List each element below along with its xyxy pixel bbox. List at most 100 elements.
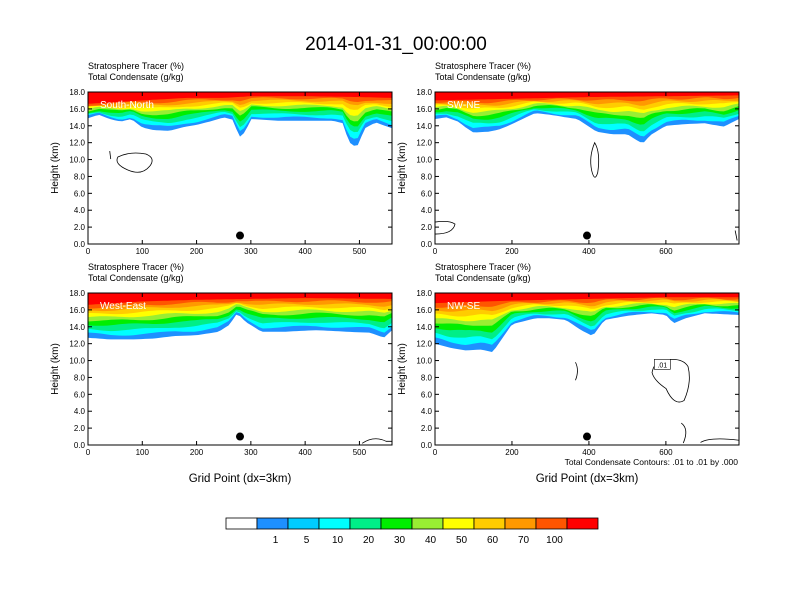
y-tick-label: 2.0 (74, 424, 86, 433)
colorbar-swatch (535, 517, 568, 530)
y-tick-label: 14.0 (416, 122, 432, 131)
y-tick-label: 0.0 (421, 240, 433, 249)
y-tick-label: 18.0 (69, 289, 85, 298)
y-tick-label: 10.0 (416, 357, 432, 366)
panel-header-tracer: Stratosphere Tracer (%) (435, 61, 531, 71)
y-tick-label: 14.0 (69, 122, 85, 131)
cloud-contour (361, 438, 392, 444)
panels: 0.0 2.0 4.0 6.0 8.0 10.0 12.0 14.0 16.0 18.0 0 100 2… (50, 61, 740, 457)
y-tick-label: 6.0 (421, 390, 433, 399)
x-tick-label: 0 (433, 247, 438, 256)
panel-1: 0.0 2.0 4.0 6.0 8.0 10.0 12.0 14.0 16.0 18.0 0 100 2… (50, 61, 393, 256)
colorbar-swatch (473, 517, 506, 530)
colorbar-swatch (442, 517, 475, 530)
cloud-contour (651, 359, 690, 403)
y-tick-label: 10.0 (69, 357, 85, 366)
y-tick-label: 16.0 (416, 306, 432, 315)
y-tick-label: 8.0 (421, 172, 433, 181)
cloud-contour (116, 152, 153, 173)
colorbar-label: 50 (456, 535, 468, 546)
colorbar-swatch (380, 517, 413, 530)
y-axis-label: Height (km) (50, 343, 61, 395)
colorbar-label: 20 (363, 535, 375, 546)
y-tick-label: 6.0 (421, 189, 433, 198)
panel-header-condensate: Total Condensate (g/kg) (435, 72, 531, 82)
cloud-contour (700, 438, 739, 443)
plot-frame (434, 91, 740, 245)
tracer-band-9 (435, 92, 739, 101)
y-tick-label: 18.0 (69, 88, 85, 97)
y-tick-label: 14.0 (69, 323, 85, 332)
y-tick-label: 0.0 (421, 441, 433, 450)
y-tick-label: 10.0 (416, 156, 432, 165)
colorbar-swatch (504, 517, 537, 530)
colorbar-swatch (566, 517, 599, 530)
colorbar-label: 60 (487, 535, 499, 546)
y-tick-label: 10.0 (69, 156, 85, 165)
x-tick-label: 400 (582, 247, 596, 256)
y-tick-label: 4.0 (421, 407, 433, 416)
x-tick-label: 100 (136, 247, 150, 256)
x-tick-label: 600 (659, 448, 673, 457)
tracer-field (435, 92, 739, 244)
tracer-band-9 (88, 92, 392, 104)
tracer-field (88, 92, 392, 244)
plot-frame (87, 91, 393, 245)
x-tick-label: 600 (659, 247, 673, 256)
contour-label: .01 (657, 362, 667, 369)
station-marker (236, 432, 244, 441)
colorbar-label: 100 (546, 535, 563, 546)
x-tick-label: 400 (582, 448, 596, 457)
panel-header-condensate: Total Condensate (g/kg) (435, 273, 531, 283)
tracer-band-9 (88, 293, 392, 305)
y-tick-label: 8.0 (74, 172, 86, 181)
y-tick-label: 12.0 (69, 340, 85, 349)
y-tick-label: 12.0 (69, 139, 85, 148)
station-marker (583, 432, 591, 441)
y-tick-label: 8.0 (74, 373, 86, 382)
x-tick-label: 0 (433, 448, 438, 457)
x-tick-label: 200 (505, 247, 519, 256)
y-tick-label: 8.0 (421, 373, 433, 382)
station-marker (236, 231, 244, 240)
panel-2: 0.0 2.0 4.0 6.0 8.0 10.0 12.0 14.0 16.0 18.0 0 200 4… (397, 61, 740, 256)
y-tick-label: 2.0 (74, 223, 86, 232)
x-tick-label: 200 (505, 448, 519, 457)
x-tick-label: 500 (353, 448, 367, 457)
contour-label-box (654, 359, 671, 370)
y-axis-label: Height (km) (397, 142, 408, 194)
x-tick-label: 500 (353, 247, 367, 256)
colorbar-swatch (287, 517, 320, 530)
y-tick-label: 18.0 (416, 88, 432, 97)
x-tick-label: 100 (136, 448, 150, 457)
cloud-contour (575, 362, 578, 381)
tracer-band-9 (435, 293, 739, 304)
colorbar-label: 30 (394, 535, 406, 546)
y-tick-label: 6.0 (74, 189, 86, 198)
cloud-contour (590, 141, 600, 178)
colorbar-label: 70 (518, 535, 530, 546)
y-tick-label: 2.0 (421, 223, 433, 232)
x-axis-label-right: Grid Point (dx=3km) (536, 473, 639, 485)
panel-header-condensate: Total Condensate (g/kg) (88, 72, 184, 82)
colorbar-label: 5 (304, 535, 310, 546)
tracer-field (88, 293, 392, 445)
x-tick-label: 400 (298, 448, 312, 457)
panel-3: 0.0 2.0 4.0 6.0 8.0 10.0 12.0 14.0 16.0 18.0 0 100 2… (50, 262, 393, 457)
panel-header-condensate: Total Condensate (g/kg) (88, 273, 184, 283)
y-axis-label: Height (km) (397, 343, 408, 395)
y-tick-label: 4.0 (74, 407, 86, 416)
cross-section-label: SW-NE (447, 100, 480, 111)
colorbar-swatch (256, 517, 289, 530)
condensate-contours (435, 141, 738, 241)
plot-frame (434, 292, 740, 446)
tracer-field (435, 293, 739, 445)
contour-note: Total Condensate Contours: .01 to .01 by… (565, 457, 739, 467)
x-tick-label: 0 (86, 448, 91, 457)
condensate-contours (575, 359, 739, 444)
x-tick-label: 200 (190, 247, 204, 256)
cross-section-label: West-East (100, 301, 146, 312)
cross-section-label: NW-SE (447, 301, 480, 312)
x-tick-label: 200 (190, 448, 204, 457)
condensate-contours (361, 438, 392, 444)
